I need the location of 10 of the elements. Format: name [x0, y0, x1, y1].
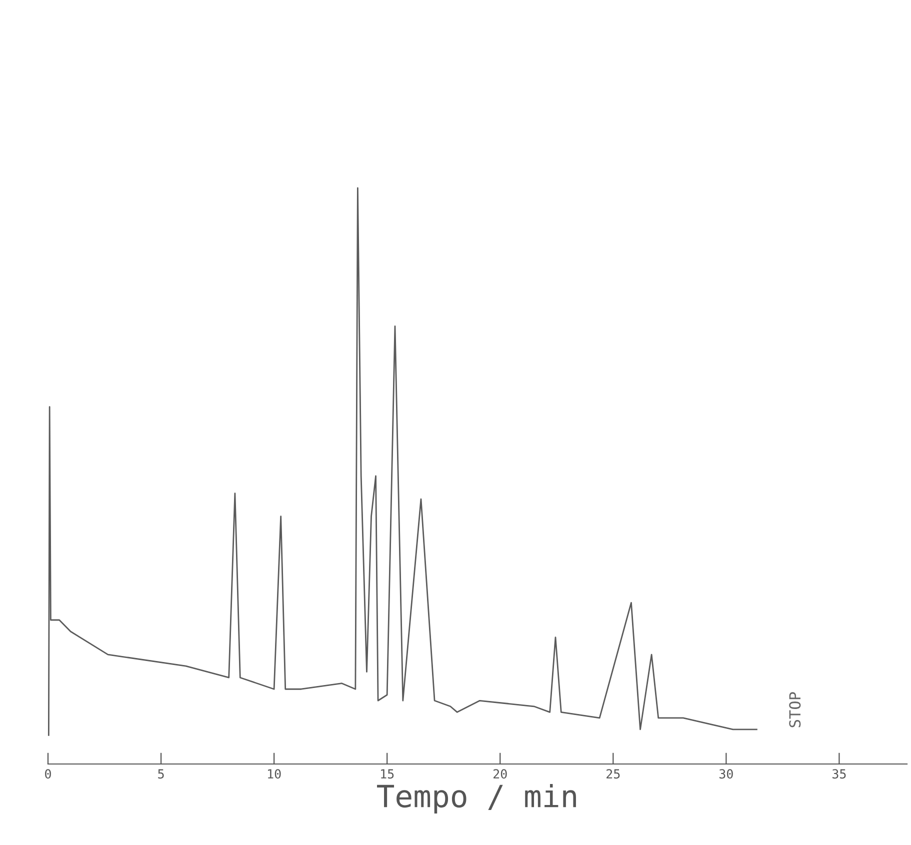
- x-axis-title: Tempo / min: [377, 784, 576, 814]
- x-tick-label: 25: [606, 769, 620, 779]
- x-tick-label: 5: [158, 769, 164, 779]
- x-tick-label: 20: [494, 769, 507, 779]
- x-tick-label: 0: [45, 769, 51, 779]
- x-tick-label: 30: [719, 769, 733, 779]
- x-tick-label: 15: [381, 769, 394, 779]
- annotation: STOP: [789, 692, 801, 728]
- x-tick-label: 10: [268, 769, 281, 779]
- x-tick-label: 35: [832, 769, 846, 779]
